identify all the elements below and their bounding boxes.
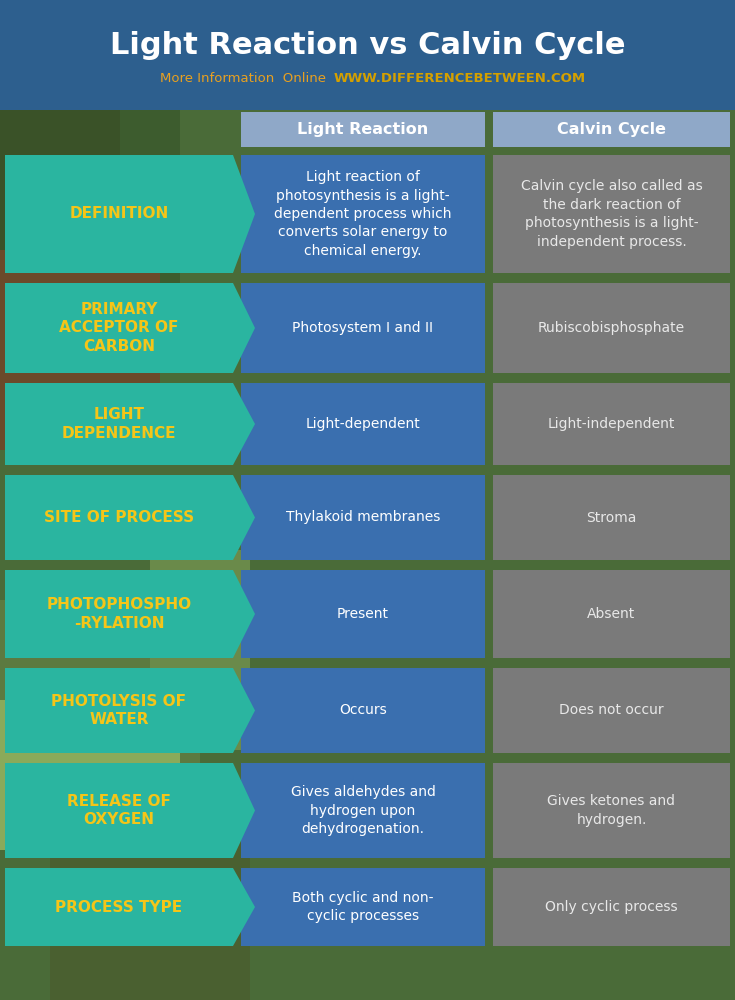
Bar [493, 155, 730, 273]
Bar [50, 800, 250, 1000]
Text: More Information  Online: More Information Online [160, 72, 326, 85]
Text: Photosystem I and II: Photosystem I and II [293, 321, 434, 335]
Bar [241, 868, 485, 946]
Bar [241, 763, 485, 858]
Bar [0, 100, 120, 250]
Text: Occurs: Occurs [339, 704, 387, 718]
Bar [241, 112, 485, 147]
Bar [241, 570, 485, 658]
Text: Absent: Absent [587, 607, 636, 621]
Text: Light-dependent: Light-dependent [306, 417, 420, 431]
Bar [5, 155, 233, 273]
Bar [0, 700, 180, 850]
Text: Calvin Cycle: Calvin Cycle [557, 122, 666, 137]
Text: RELEASE OF
OXYGEN: RELEASE OF OXYGEN [67, 794, 171, 827]
Bar [241, 155, 485, 273]
Text: PROCESS TYPE: PROCESS TYPE [55, 900, 182, 914]
Text: Stroma: Stroma [587, 510, 637, 524]
Bar [5, 475, 233, 560]
Bar [5, 868, 233, 946]
Text: Gives aldehydes and
hydrogen upon
dehydrogenation.: Gives aldehydes and hydrogen upon dehydr… [290, 785, 435, 836]
Polygon shape [233, 155, 255, 273]
Text: Gives ketones and
hydrogen.: Gives ketones and hydrogen. [548, 794, 675, 827]
Polygon shape [233, 570, 255, 658]
Bar [0, 250, 160, 450]
Bar [5, 668, 233, 753]
Polygon shape [233, 383, 255, 465]
Bar [150, 550, 250, 750]
Text: Both cyclic and non-
cyclic processes: Both cyclic and non- cyclic processes [293, 891, 434, 923]
Text: Rubiscobisphosphate: Rubiscobisphosphate [538, 321, 685, 335]
Bar [0, 0, 180, 300]
Text: Only cyclic process: Only cyclic process [545, 900, 678, 914]
Bar [241, 383, 485, 465]
Text: PHOTOPHOSPHO
-RYLATION: PHOTOPHOSPHO -RYLATION [46, 597, 192, 631]
Text: PHOTOLYSIS OF
WATER: PHOTOLYSIS OF WATER [51, 694, 187, 727]
Text: Thylakoid membranes: Thylakoid membranes [286, 510, 440, 524]
Polygon shape [233, 868, 255, 946]
Bar [5, 570, 233, 658]
Polygon shape [233, 763, 255, 858]
Polygon shape [233, 668, 255, 753]
Bar [5, 383, 233, 465]
Text: Does not occur: Does not occur [559, 704, 664, 718]
Text: Present: Present [337, 607, 389, 621]
Text: Light Reaction: Light Reaction [298, 122, 429, 137]
Bar [0, 600, 200, 800]
Bar [5, 763, 233, 858]
Bar [493, 570, 730, 658]
Text: LIGHT
DEPENDENCE: LIGHT DEPENDENCE [62, 407, 176, 441]
Text: WWW.DIFFERENCEBETWEEN.COM: WWW.DIFFERENCEBETWEEN.COM [334, 72, 586, 85]
Text: Light-independent: Light-independent [548, 417, 675, 431]
Bar [493, 383, 730, 465]
Bar [493, 763, 730, 858]
Bar [493, 283, 730, 373]
Text: Calvin cycle also called as
the dark reaction of
photosynthesis is a light-
inde: Calvin cycle also called as the dark rea… [520, 179, 703, 249]
Text: SITE OF PROCESS: SITE OF PROCESS [44, 510, 194, 525]
Polygon shape [233, 475, 255, 560]
Text: DEFINITION: DEFINITION [69, 207, 168, 222]
Bar [0, 0, 735, 110]
Bar [5, 283, 233, 373]
Bar [241, 475, 485, 560]
Bar [241, 668, 485, 753]
Bar [241, 283, 485, 373]
Bar [493, 868, 730, 946]
Text: Light Reaction vs Calvin Cycle: Light Reaction vs Calvin Cycle [110, 30, 625, 60]
Bar [493, 668, 730, 753]
Polygon shape [233, 283, 255, 373]
Text: Light reaction of
photosynthesis is a light-
dependent process which
converts so: Light reaction of photosynthesis is a li… [274, 170, 452, 258]
Bar [493, 112, 730, 147]
Bar [493, 475, 730, 560]
Text: PRIMARY
ACCEPTOR OF
CARBON: PRIMARY ACCEPTOR OF CARBON [60, 302, 179, 354]
